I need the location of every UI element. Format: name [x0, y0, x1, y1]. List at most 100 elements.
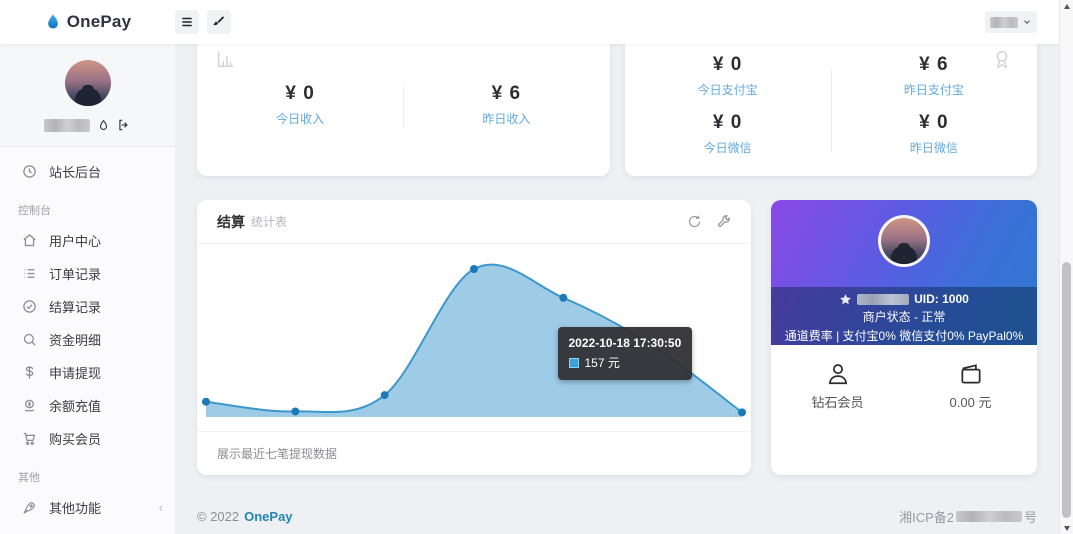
stat-today-income: ¥ 0 今日收入 [197, 76, 403, 134]
membership-label: 钻石会员 [811, 395, 864, 410]
profile-gradient-panel: UID: 1000 商户状态 - 正常 通道费率 | 支付宝0% 微信支付0% … [771, 200, 1037, 345]
stat-today-wechat: ¥ 0 今日微信 [625, 105, 831, 163]
top-header: OnePay [0, 0, 1059, 44]
brand-name: OnePay [66, 12, 132, 31]
user-avatar[interactable] [64, 60, 111, 106]
redacted-icp-number [955, 511, 1022, 522]
icp-record[interactable]: 湘ICP备2 号 [899, 507, 1037, 526]
coin-icon [24, 399, 35, 412]
hamburger-icon [182, 17, 192, 27]
stat-value: ¥ 6 [491, 83, 522, 104]
person-icon [828, 364, 847, 385]
sidebar-item-backend[interactable]: 站长后台 [0, 155, 175, 188]
redacted-merchant-name [857, 293, 910, 305]
bar-chart-icon [217, 51, 234, 68]
card-subtitle: 统计表 [251, 215, 288, 229]
stat-yesterday-wechat: ¥ 0 昨日微信 [831, 105, 1037, 163]
redacted-username [44, 118, 90, 132]
search-icon [23, 333, 36, 346]
rocket-icon [23, 501, 36, 514]
settings-button[interactable] [716, 214, 731, 229]
copyright: © 2022 OnePay [197, 509, 293, 524]
sidebar-item-withdraw[interactable]: 申请提现 [0, 356, 175, 389]
sidebar-item-settlements[interactable]: 结算记录 [0, 290, 175, 323]
balance-label: 0.00 元 [949, 395, 992, 410]
sidebar-item-label: 购买会员 [49, 432, 102, 447]
copyright-year: © 2022 [197, 509, 240, 524]
refresh-icon [688, 215, 701, 228]
tooltip-datetime: 2022-10-18 17:30:50 [568, 335, 682, 350]
sidebar-item-label: 结算记录 [49, 300, 102, 315]
sidebar-item-label: 用户中心 [49, 234, 102, 249]
footer-brand-link[interactable]: OnePay [244, 509, 293, 524]
sidebar-item-membership[interactable]: 购买会员 [0, 422, 175, 455]
vertical-scrollbar[interactable] [1059, 0, 1073, 534]
chevron-down-icon [1024, 20, 1030, 25]
stat-label: 昨日收入 [482, 112, 531, 126]
stat-value: ¥ 0 [919, 112, 949, 133]
tooltip-value: 157 元 [584, 355, 620, 370]
cart-icon [23, 432, 36, 445]
sidebar-item-label: 订单记录 [49, 267, 102, 282]
menu-toggle-button[interactable] [175, 10, 199, 34]
stat-yesterday-income: ¥ 6 昨日收入 [403, 76, 609, 134]
sidebar-item-orders[interactable]: 订单记录 [0, 257, 175, 290]
wrench-icon [718, 215, 730, 227]
merchant-rates: 通道费率 | 支付宝0% 微信支付0% PayPal0% [784, 329, 1024, 343]
sidebar-item-funds[interactable]: 资金明细 [0, 323, 175, 356]
scrollbar-down-arrow[interactable] [1060, 522, 1073, 534]
menu-section-console: 控制台 [18, 205, 51, 217]
balance-tile[interactable]: 0.00 元 [904, 361, 1037, 411]
income-stat-card: ¥ 0 今日收入 ¥ 6 昨日收入 [197, 44, 610, 176]
series-marker-icon [568, 357, 579, 368]
sidebar-item-user-center[interactable]: 用户中心 [0, 224, 175, 257]
membership-tile[interactable]: 钻石会员 [771, 361, 904, 411]
list-icon [24, 269, 35, 278]
sidebar-item-label: 余额充值 [49, 399, 102, 414]
clock-icon [23, 165, 36, 178]
dollar-icon [25, 366, 34, 379]
menu-section-other: 其他 [18, 472, 40, 484]
sidebar-item-label: 其他功能 [49, 501, 102, 516]
user-dropdown[interactable] [985, 11, 1037, 33]
sidebar-item-label: 站长后台 [49, 165, 102, 180]
stat-value: ¥ 6 [919, 54, 949, 75]
merchant-status: 商户状态 - 正常 [862, 310, 946, 324]
award-ribbon-icon [996, 50, 1008, 69]
check-circle-icon [23, 300, 36, 313]
stat-label: 今日收入 [276, 112, 325, 126]
icp-suffix: 号 [1023, 510, 1037, 525]
stat-value: ¥ 0 [712, 54, 743, 75]
channels-stat-card: ¥ 0 今日支付宝 ¥ 6 昨日支付宝 ¥ 0 今日微信 ¥ 0 昨日微信 [624, 44, 1037, 176]
sidebar-item-other-features[interactable]: 其他功能 ‹ [0, 491, 175, 524]
chevron-left-icon: ‹ [158, 500, 163, 515]
logout-icon[interactable] [117, 118, 131, 132]
sidebar-item-label: 申请提现 [49, 366, 102, 381]
stat-value: ¥ 0 [285, 83, 315, 104]
settlement-chart-card: 结算 统计表 2022-10-18 17:30:50 [197, 200, 751, 475]
stat-yesterday-alipay: ¥ 6 昨日支付宝 [831, 47, 1037, 105]
merchant-avatar[interactable] [878, 215, 930, 267]
sidebar-menu: 站长后台 控制台 用户中心 订单记录 结算记录 资金明细 申请提现 余额充值 [0, 147, 175, 534]
divider [403, 86, 405, 128]
brand-logo[interactable]: OnePay [0, 12, 175, 32]
home-icon [23, 234, 36, 247]
redacted-dropdown-label [990, 16, 1018, 28]
card-title: 结算 [217, 213, 245, 230]
droplet-logo-icon [47, 14, 58, 29]
scrollbar-thumb[interactable] [1062, 262, 1071, 518]
stat-label: 今日微信 [703, 141, 752, 155]
sidebar-user-block [0, 44, 175, 147]
main-content: ¥ 0 今日收入 ¥ 6 昨日收入 ¥ 0 今日支付宝 [175, 44, 1059, 534]
sidebar-item-recharge[interactable]: 余额充值 [0, 389, 175, 422]
stat-label: 昨日支付宝 [903, 83, 964, 97]
droplet-icon[interactable] [97, 119, 110, 132]
icp-prefix: 湘ICP备2 [899, 510, 954, 525]
stat-today-alipay: ¥ 0 今日支付宝 [625, 47, 831, 105]
stat-label: 昨日微信 [909, 141, 958, 155]
settlement-area-chart[interactable]: 2022-10-18 17:30:50 157 元 [197, 244, 751, 431]
theme-brush-button[interactable] [207, 10, 231, 34]
refresh-button[interactable] [687, 214, 702, 229]
scrollbar-up-arrow[interactable] [1060, 0, 1073, 12]
divider [830, 70, 832, 152]
